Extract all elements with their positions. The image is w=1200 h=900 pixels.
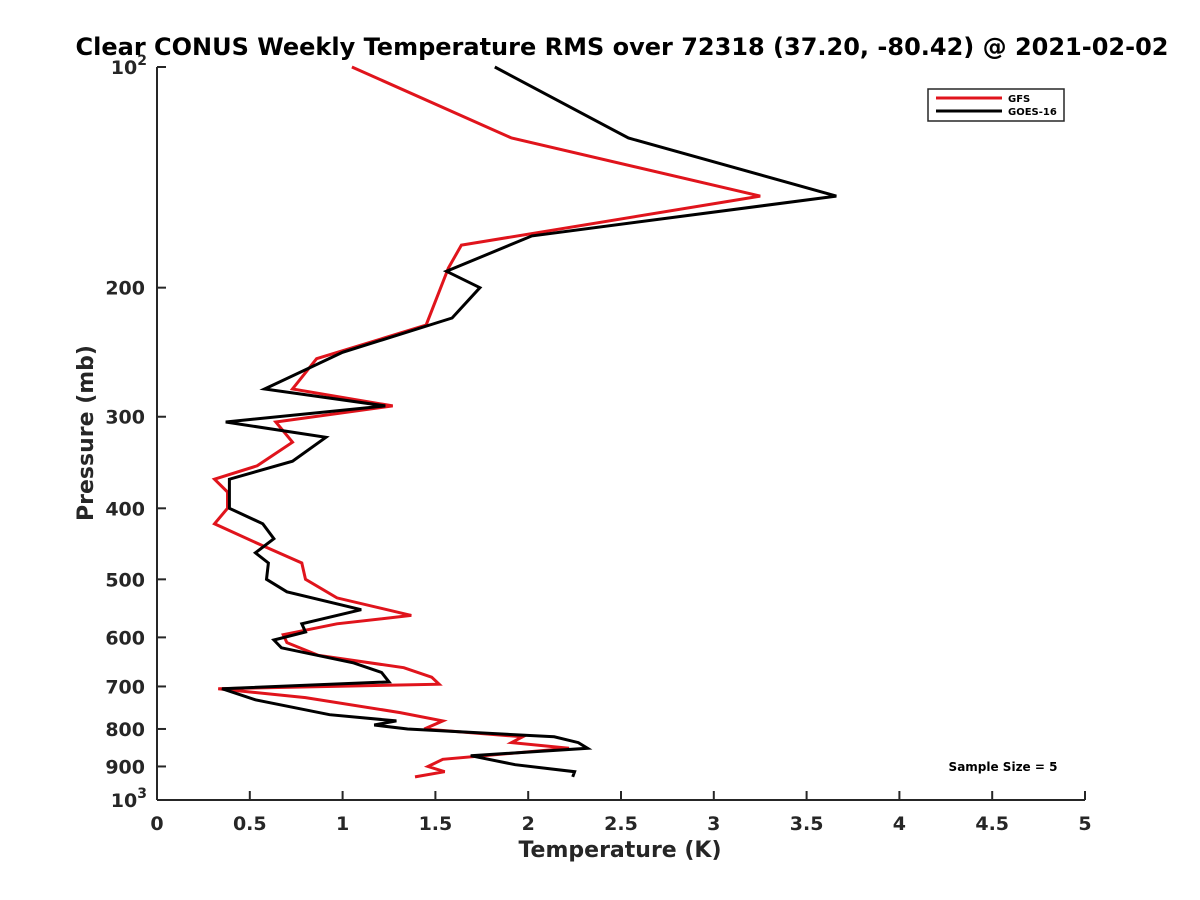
y-tick-label: 500 <box>105 569 145 591</box>
y-tick-label: 300 <box>105 407 145 429</box>
series-line-goes-16 <box>221 65 837 778</box>
x-tick-label: 3.5 <box>790 813 824 835</box>
x-tick-label: 2 <box>522 813 535 835</box>
y-tick-label: 200 <box>105 278 145 300</box>
legend-label: GFS <box>1008 94 1030 105</box>
x-tick-label: 1.5 <box>419 813 453 835</box>
sample-size-annotation: Sample Size = 5 <box>949 760 1058 774</box>
y-tick-label: 103 <box>111 786 147 812</box>
axes-layer: 0 0.5 1 1.5 2 2.5 3 3.5 4 4.5 5 102 200 300 400 500 600 7… <box>105 53 1091 835</box>
legend-box <box>927 88 1065 122</box>
legend: GFS GOES-16 <box>927 88 1065 122</box>
series-line-gfs <box>211 65 761 779</box>
y-tick-label: 400 <box>105 498 145 520</box>
legend-label: GOES-16 <box>1008 107 1057 118</box>
x-tick-label: 0 <box>150 813 163 835</box>
y-tick-label: 800 <box>105 719 145 741</box>
y-tick-label: 900 <box>105 756 145 778</box>
y-tick-label: 600 <box>105 627 145 649</box>
x-tick-label: 1 <box>336 813 349 835</box>
y-tick-label: 700 <box>105 676 145 698</box>
y-tick-label: 102 <box>111 53 147 79</box>
y-axis-label: Pressure (mb) <box>74 345 99 521</box>
x-tick-label: 4 <box>893 813 906 835</box>
x-tick-label: 4.5 <box>975 813 1009 835</box>
series-layer <box>211 65 837 779</box>
x-tick-label: 5 <box>1078 813 1091 835</box>
x-tick-label: 0.5 <box>233 813 267 835</box>
x-tick-label: 3 <box>707 813 720 835</box>
x-tick-label: 2.5 <box>604 813 638 835</box>
chart-title: Clear CONUS Weekly Temperature RMS over … <box>76 33 1169 61</box>
x-axis-label: Temperature (K) <box>518 838 721 863</box>
